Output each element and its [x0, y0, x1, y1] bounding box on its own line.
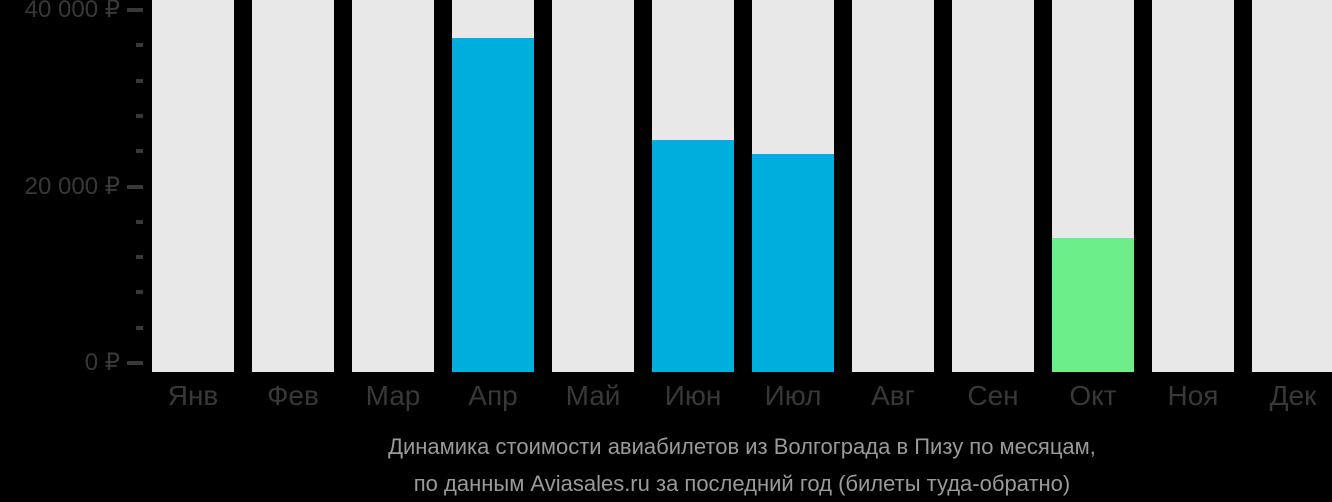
bar-value-apr [452, 38, 534, 372]
y-axis-label-20000: 20 000 ₽ [24, 172, 120, 200]
y-axis-ticks [0, 0, 152, 372]
bar-track-nov [1152, 0, 1234, 372]
y-major-tick-0 [127, 361, 143, 365]
bars-row: Янв Фев Мар Апр Май Июн Июл Авг Сен Окт Ноя Дек [152, 0, 1332, 420]
caption-line-1: Динамика стоимости авиабилетов из Волгог… [388, 434, 1096, 459]
bar-track-apr [452, 0, 534, 372]
bar-track-may [552, 0, 634, 372]
bar-value-jun [652, 140, 734, 372]
x-axis-label-sep: Сен [967, 380, 1019, 411]
bar-column-dec: Дек [1252, 0, 1332, 420]
y-minor-tick-4000 [136, 325, 143, 330]
bar-column-aug: Авг [852, 0, 934, 420]
x-axis-label-oct: Окт [1069, 380, 1117, 411]
bar-track-feb [252, 0, 334, 372]
bar-track-aug [852, 0, 934, 372]
bar-track-mar [352, 0, 434, 372]
bar-value-jul [752, 154, 834, 372]
y-axis-label-40000: 40 000 ₽ [24, 0, 120, 23]
bar-column-apr: Апр [452, 0, 534, 420]
y-axis-labels: 0 ₽ 20 000 ₽ 40 000 ₽ [0, 0, 120, 376]
caption-line-2: по данным Aviasales.ru за последний год … [413, 471, 1071, 496]
y-minor-tick-12000 [136, 255, 143, 260]
y-minor-tick-24000 [136, 149, 143, 154]
y-minor-tick-28000 [136, 113, 143, 118]
bar-track-jul [752, 0, 834, 372]
x-axis-label-jun: Июн [664, 380, 722, 411]
bar-track-jan [152, 0, 234, 372]
x-axis-label-aug: Авг [871, 380, 915, 411]
plot-area: 0 ₽ 20 000 ₽ 40 000 ₽ Янв Фев Мар Апр Май Июн Ию… [0, 0, 1332, 420]
x-axis-label-jul: Июл [764, 380, 822, 411]
y-minor-tick-8000 [136, 290, 143, 295]
bar-track-jun [652, 0, 734, 372]
y-major-tick-20000 [127, 184, 143, 189]
y-axis-label-0: 0 ₽ [84, 348, 120, 376]
bar-column-jan: Янв [152, 0, 234, 420]
bar-track-sep [952, 0, 1034, 372]
bar-column-feb: Фев [252, 0, 334, 420]
bar-column-may: Май [552, 0, 634, 420]
bar-track-oct [1052, 0, 1134, 372]
chart-caption: Динамика стоимости авиабилетов из Волгог… [152, 428, 1332, 502]
y-major-tick-40000 [127, 8, 143, 12]
x-axis-label-apr: Апр [468, 380, 518, 411]
bar-track-dec [1252, 0, 1332, 372]
x-axis-label-jan: Янв [167, 380, 219, 411]
x-axis-label-nov: Ноя [1167, 380, 1219, 411]
x-axis-label-dec: Дек [1269, 380, 1317, 411]
x-axis-label-mar: Мар [365, 380, 421, 411]
bar-column-oct: Окт [1052, 0, 1134, 420]
y-minor-tick-32000 [136, 78, 143, 83]
x-axis-label-may: Май [565, 380, 621, 411]
bar-column-nov: Ноя [1152, 0, 1234, 420]
bar-column-mar: Мар [352, 0, 434, 420]
bar-column-sep: Сен [952, 0, 1034, 420]
bar-value-oct [1052, 238, 1134, 372]
y-minor-tick-16000 [136, 219, 143, 224]
bar-column-jul: Июл [752, 0, 834, 420]
x-axis-label-feb: Фев [267, 380, 319, 411]
bar-column-jun: Июн [652, 0, 734, 420]
y-minor-tick-36000 [136, 43, 143, 48]
